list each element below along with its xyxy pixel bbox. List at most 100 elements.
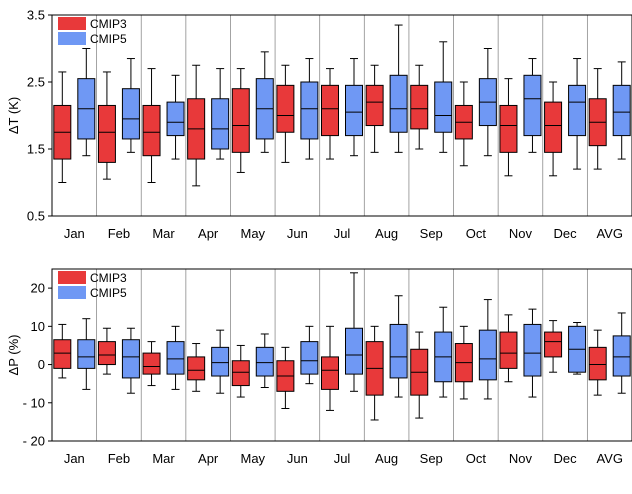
box-cmip3-jun [276, 64, 295, 163]
iqr-box [612, 335, 631, 377]
box-cmip5-jun [300, 325, 319, 385]
y-tick-label: 3.5 [27, 8, 45, 23]
iqr-box [478, 329, 497, 381]
iqr-box [211, 346, 230, 377]
iqr-box [121, 339, 140, 379]
box-cmip3-may [231, 68, 250, 173]
iqr-box [77, 339, 96, 369]
legend-swatch [58, 17, 86, 30]
box-cmip3-nov [499, 314, 518, 383]
x-tick-label: May [240, 226, 265, 241]
iqr-box [231, 88, 250, 153]
box-cmip5-avg [612, 61, 631, 160]
box-cmip3-jul [321, 68, 339, 160]
box-cmip5-nov [523, 308, 542, 398]
box-cmip5-aug [389, 295, 408, 398]
box-cmip5-apr [211, 329, 230, 394]
box-cmip5-may [255, 333, 274, 388]
panel-2: - 20 - 10 0 10 20 Jan Feb Mar Apr May Jun Jul Aug Sep… [6, 268, 632, 466]
box-cmip3-jul [321, 325, 339, 411]
x-tick-label: Dec [554, 451, 578, 466]
x-tick-label: Feb [108, 226, 130, 241]
x-tick-label: Jan [64, 226, 85, 241]
y-axis-label: ΔT (K) [6, 97, 21, 134]
iqr-box [97, 104, 116, 163]
iqr-box [434, 81, 453, 133]
x-tick-label: Sep [420, 451, 443, 466]
x-tick-label: Mar [152, 226, 175, 241]
x-tick-label: Aug [375, 451, 398, 466]
x-tick-label: Aug [375, 226, 398, 241]
box-cmip5-nov [523, 58, 542, 153]
iqr-box [300, 81, 319, 140]
iqr-box [345, 84, 363, 137]
iqr-box [211, 98, 230, 150]
iqr-box [300, 341, 319, 375]
iqr-box [499, 331, 518, 369]
box-cmip3-mar [142, 341, 161, 387]
box-cmip3-aug [365, 325, 384, 421]
box-cmip3-apr [187, 64, 206, 187]
iqr-box [523, 74, 542, 137]
box-cmip5-jan [77, 48, 96, 157]
box-cmip5-mar [166, 325, 185, 390]
box-cmip5-sep [434, 41, 453, 153]
x-tick-label: Oct [466, 226, 487, 241]
box-cmip5-aug [389, 24, 408, 153]
legend-label: CMIP5 [90, 32, 127, 46]
iqr-box [410, 84, 429, 130]
box-cmip5-sep [434, 306, 453, 398]
x-tick-label: Apr [198, 451, 219, 466]
y-tick-label: 20 [31, 281, 45, 296]
iqr-box [544, 331, 563, 358]
x-tick-label: Feb [108, 451, 130, 466]
x-tick-label: Jun [287, 226, 308, 241]
legend-label: CMIP3 [90, 271, 127, 285]
iqr-box [568, 84, 587, 137]
box-cmip3-dec [544, 320, 563, 373]
iqr-box [345, 327, 363, 375]
box-cmip3-feb [97, 327, 116, 375]
iqr-box [166, 101, 185, 137]
y-axis-label: ΔP (%) [6, 335, 21, 376]
legend-swatch [58, 271, 86, 284]
box-cmip5-oct [478, 299, 497, 400]
box-cmip3-avg [588, 329, 607, 396]
iqr-box [231, 360, 250, 387]
box-cmip3-oct [454, 325, 473, 400]
box-cmip3-sep [410, 331, 429, 419]
iqr-box [612, 84, 631, 137]
box-cmip3-feb [97, 71, 116, 180]
x-tick-label: May [240, 451, 265, 466]
iqr-box [142, 104, 161, 157]
box-cmip5-mar [166, 74, 185, 160]
x-tick-label: Nov [509, 226, 533, 241]
box-cmip5-dec [568, 58, 587, 170]
box-cmip3-may [231, 344, 250, 398]
x-tick-label: AVG [596, 226, 623, 241]
x-tick-label: Jan [64, 451, 85, 466]
legend-swatch [58, 32, 86, 45]
x-tick-label: Oct [466, 451, 487, 466]
box-cmip3-dec [544, 81, 563, 177]
box-cmip5-feb [121, 58, 140, 153]
x-tick-label: Sep [420, 226, 443, 241]
iqr-box [142, 352, 161, 375]
x-tick-label: Apr [198, 226, 219, 241]
box-cmip5-oct [478, 48, 497, 157]
x-tick-label: Nov [509, 451, 533, 466]
x-tick-label: Dec [554, 226, 578, 241]
box-cmip5-avg [612, 312, 631, 394]
iqr-box [588, 346, 607, 381]
plot-frame [51, 14, 632, 217]
y-tick-label: - 20 [23, 434, 45, 449]
box-cmip3-sep [410, 64, 429, 150]
legend-label: CMIP5 [90, 286, 127, 300]
y-tick-label: 2.5 [27, 75, 45, 90]
iqr-box [97, 341, 116, 366]
iqr-box [321, 84, 339, 137]
iqr-box [544, 101, 563, 153]
box-cmip3-nov [499, 78, 518, 177]
iqr-box [187, 356, 206, 381]
